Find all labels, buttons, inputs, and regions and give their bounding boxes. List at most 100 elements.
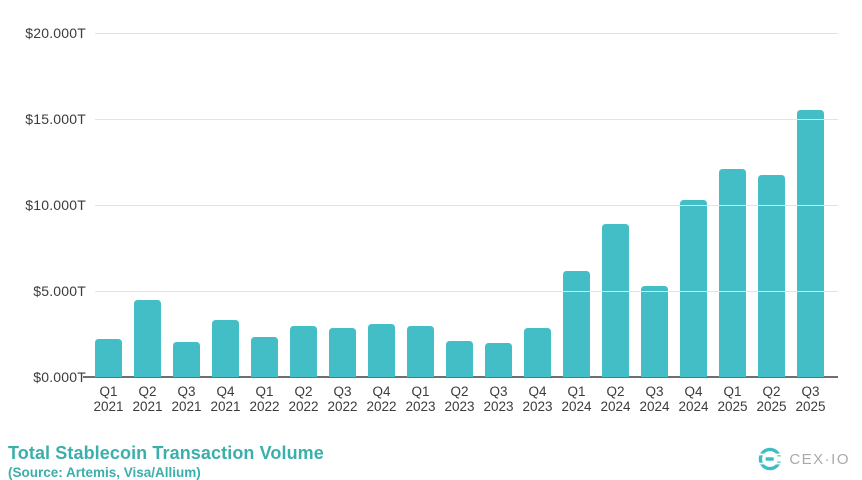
x-tick-label: Q3 2025 [791, 384, 830, 414]
x-tick-year: 2024 [678, 399, 709, 414]
x-tick-year: 2025 [795, 399, 826, 414]
bar-slot [518, 33, 557, 377]
bar-slot [479, 33, 518, 377]
x-tick-label: Q3 2021 [167, 384, 206, 414]
y-axis: $20.000T $15.000T $10.000T $5.000T $0.000T [0, 0, 86, 480]
bar-slot [362, 33, 401, 377]
x-tick-quarter: Q3 [645, 384, 664, 399]
bar-q2-2021 [134, 299, 161, 377]
gridline [95, 33, 838, 34]
x-tick-year: 2025 [756, 399, 787, 414]
bar-slot [674, 33, 713, 377]
bar-q1-2024 [563, 271, 590, 377]
x-tick-label: Q4 2021 [206, 384, 245, 414]
x-tick-quarter: Q4 [684, 384, 703, 399]
x-tick-label: Q2 2021 [128, 384, 167, 414]
x-tick-year: 2023 [483, 399, 514, 414]
bar-slot [440, 33, 479, 377]
bar-q2-2024 [602, 223, 629, 377]
bar-q3-2021 [173, 341, 200, 377]
x-tick-year: 2024 [639, 399, 670, 414]
bar-q1-2025 [719, 168, 746, 377]
y-tick-label: $20.000T [25, 25, 86, 41]
bar-slot [89, 33, 128, 377]
bar-q3-2022 [329, 328, 356, 377]
x-axis: Q1 2021 Q2 2021 Q3 2021 Q4 2021 Q1 2022 Q2 2022 Q3 20… [89, 384, 830, 414]
x-tick-label: Q3 2024 [635, 384, 674, 414]
bar-slot [245, 33, 284, 377]
x-tick-year: 2021 [210, 399, 241, 414]
x-tick-year: 2025 [717, 399, 748, 414]
bar-q2-2022 [290, 326, 317, 377]
x-tick-year: 2023 [444, 399, 475, 414]
x-tick-quarter: Q4 [216, 384, 235, 399]
x-tick-quarter: Q1 [99, 384, 118, 399]
bar-slot [206, 33, 245, 377]
bar-slot [791, 33, 830, 377]
x-tick-year: 2023 [522, 399, 553, 414]
x-tick-label: Q1 2025 [713, 384, 752, 414]
bar-q4-2023 [524, 328, 551, 377]
bar-q2-2025 [758, 174, 785, 377]
bar-slot [635, 33, 674, 377]
bar-q3-2023 [485, 342, 512, 377]
x-tick-quarter: Q1 [411, 384, 430, 399]
bar-slot [557, 33, 596, 377]
bar-slot [713, 33, 752, 377]
chart-title: Total Stablecoin Transaction Volume [8, 443, 324, 463]
bar-q3-2025 [797, 109, 824, 377]
x-tick-quarter: Q3 [801, 384, 820, 399]
x-tick-year: 2023 [405, 399, 436, 414]
x-tick-label: Q1 2021 [89, 384, 128, 414]
x-tick-label: Q4 2024 [674, 384, 713, 414]
x-tick-year: 2022 [288, 399, 319, 414]
x-tick-quarter: Q1 [567, 384, 586, 399]
x-tick-quarter: Q1 [723, 384, 742, 399]
chart-source-note: (Source: Artemis, Visa/Allium) [8, 465, 201, 480]
x-axis-baseline [83, 376, 838, 378]
cexio-logo-mark [757, 447, 784, 471]
x-tick-label: Q3 2023 [479, 384, 518, 414]
y-tick-label: $0.000T [33, 369, 86, 385]
bar-slot [752, 33, 791, 377]
cexio-logo: CEX·IO [757, 446, 850, 472]
x-tick-label: Q2 2024 [596, 384, 635, 414]
bar-slot [284, 33, 323, 377]
bar-slot [167, 33, 206, 377]
x-tick-quarter: Q4 [528, 384, 547, 399]
bar-q4-2021 [212, 320, 239, 377]
x-tick-year: 2022 [249, 399, 280, 414]
x-tick-label: Q4 2022 [362, 384, 401, 414]
bar-q1-2021 [95, 339, 122, 377]
x-tick-year: 2024 [600, 399, 631, 414]
x-tick-quarter: Q3 [489, 384, 508, 399]
cexio-logo-text: CEX·IO [789, 450, 850, 468]
bar-q1-2022 [251, 337, 278, 377]
chart-footer: Total Stablecoin Transaction Volume (Sou… [8, 443, 324, 480]
x-tick-quarter: Q3 [333, 384, 352, 399]
bar-slot [401, 33, 440, 377]
bars-container [89, 33, 830, 377]
bar-q3-2024 [641, 285, 668, 377]
bar-slot [323, 33, 362, 377]
x-tick-quarter: Q3 [177, 384, 196, 399]
bar-slot [596, 33, 635, 377]
x-tick-year: 2022 [366, 399, 397, 414]
x-tick-label: Q2 2023 [440, 384, 479, 414]
x-tick-quarter: Q2 [606, 384, 625, 399]
x-tick-label: Q4 2023 [518, 384, 557, 414]
x-tick-label: Q1 2024 [557, 384, 596, 414]
gridline [95, 205, 838, 206]
x-tick-quarter: Q1 [255, 384, 274, 399]
bar-q1-2023 [407, 326, 434, 377]
x-tick-year: 2024 [561, 399, 592, 414]
bar-slot [128, 33, 167, 377]
x-tick-quarter: Q2 [138, 384, 157, 399]
bar-q2-2023 [446, 340, 473, 377]
x-tick-label: Q2 2025 [752, 384, 791, 414]
y-tick-label: $10.000T [25, 197, 86, 213]
x-tick-label: Q1 2023 [401, 384, 440, 414]
x-tick-label: Q1 2022 [245, 384, 284, 414]
x-tick-quarter: Q2 [762, 384, 781, 399]
